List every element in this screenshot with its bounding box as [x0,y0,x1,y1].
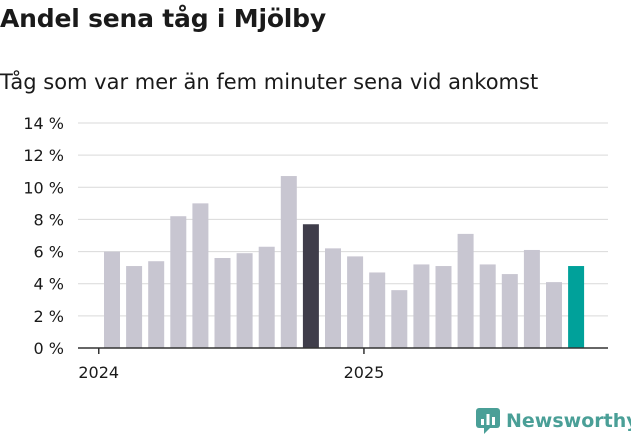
newsworthy-icon [476,408,500,434]
y-tick-label: 6 % [34,243,64,262]
newsworthy-logo: Newsworthy [476,408,631,434]
bar [148,261,165,348]
bar [325,248,341,348]
bar [369,272,386,348]
brand-name: Newsworthy [506,410,631,432]
chart-title: Andel sena tåg i Mjölby [0,4,326,33]
y-tick-label: 12 % [23,146,64,165]
bar [546,282,562,348]
y-tick-label: 4 % [34,275,64,294]
bar [302,224,319,348]
bar [347,256,364,348]
x-tick-label: 2025 [344,363,385,382]
y-tick-label: 10 % [23,178,64,197]
x-tick-label: 2024 [78,363,119,382]
bar [501,274,518,348]
bar [413,264,430,348]
y-tick-label: 8 % [34,210,64,229]
bar [280,176,297,348]
bar [523,249,540,348]
bar [170,216,187,348]
y-tick-label: 2 % [34,307,64,326]
y-tick-label: 14 % [23,114,64,133]
bar [258,246,275,348]
bar [435,266,452,348]
bar [479,264,496,348]
chart-subtitle: Tåg som var mer än fem minuter sena vid … [0,70,539,94]
bar [104,251,120,348]
bar [457,233,474,348]
bar [236,253,253,348]
bar [391,290,408,348]
bar [126,266,143,348]
y-tick-label: 0 % [34,339,64,358]
bar [214,258,231,348]
bar [192,203,209,348]
bar [568,266,585,348]
